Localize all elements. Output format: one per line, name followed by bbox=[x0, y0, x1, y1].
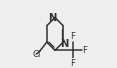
Text: Cl: Cl bbox=[33, 50, 41, 59]
Text: F: F bbox=[70, 32, 75, 41]
Text: F: F bbox=[82, 46, 87, 55]
Text: F: F bbox=[70, 59, 75, 68]
Text: N: N bbox=[48, 13, 57, 23]
Text: N: N bbox=[60, 39, 69, 49]
